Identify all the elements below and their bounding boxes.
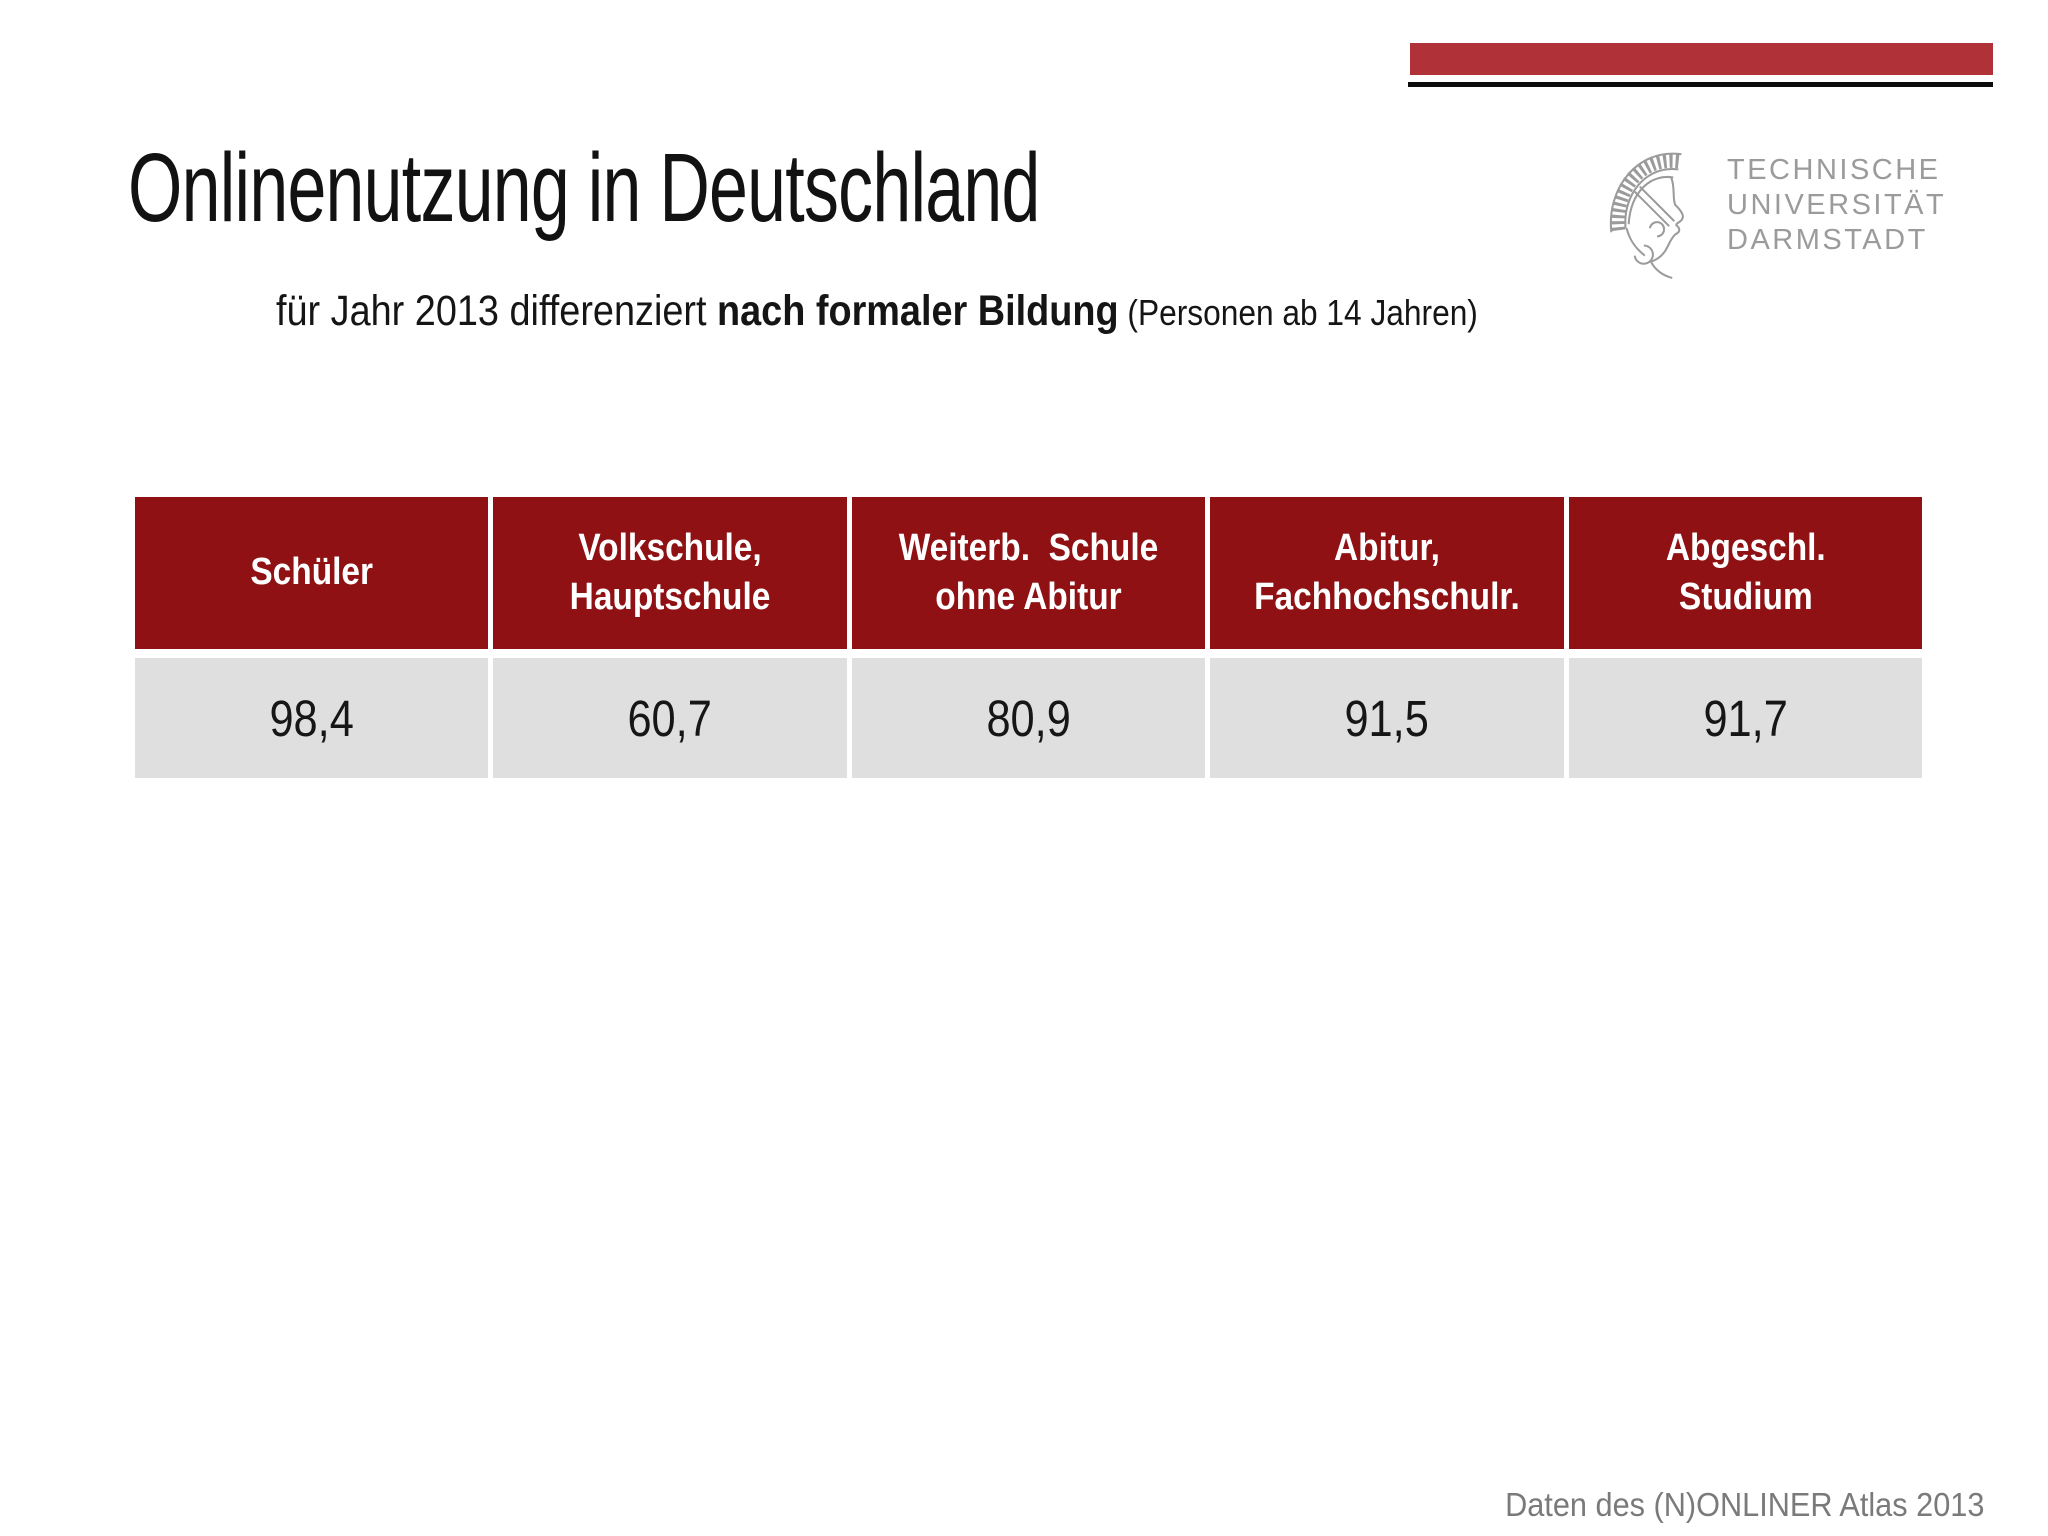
- table-header-studium: Abgeschl. Studium: [1568, 497, 1923, 649]
- table-header-label: Abitur, Fachhochschulr.: [1254, 526, 1520, 618]
- page-title: Onlinenutzung in Deutschland: [128, 133, 1040, 242]
- table-header-weiterbildende-schule: Weiterb. Schule ohne Abitur: [851, 497, 1206, 649]
- table-cell-value: 60,7: [627, 689, 713, 747]
- logo-institution-name: TECHNISCHE UNIVERSITÄT DARMSTADT: [1727, 154, 1947, 256]
- table-header-label: Schüler: [250, 551, 374, 594]
- tu-darmstadt-logo: TECHNISCHE UNIVERSITÄT DARMSTADT: [1603, 141, 1946, 283]
- table-cell-studium: 91,7: [1568, 658, 1923, 778]
- table-cell-value: 98,4: [269, 689, 354, 747]
- subtitle-note: (Personen ab 14 Jahren): [1118, 292, 1478, 333]
- subtitle-emphasis: nach formaler Bildung: [717, 287, 1119, 335]
- table-cell-schueler: 98,4: [135, 658, 489, 778]
- online-usage-table: Schüler Volkschule, Hauptschule Weiterb.…: [135, 497, 1923, 778]
- data-source-note: Daten des (N)ONLINER Atlas 2013: [1504, 1486, 1984, 1523]
- top-accent-line: [1408, 82, 1993, 87]
- table-header-label: Abgeschl. Studium: [1665, 526, 1826, 618]
- table-header-label: Weiterb. Schule ohne Abitur: [898, 526, 1159, 618]
- top-accent-bar: [1410, 43, 1993, 75]
- page-subtitle: für Jahr 2013 differenziert nach formale…: [276, 287, 1478, 336]
- athena-head-icon: [1609, 152, 1684, 279]
- table-cell-value: 80,9: [986, 689, 1071, 747]
- table-header-volkschule: Volkschule, Hauptschule: [493, 497, 847, 649]
- table-header-abitur: Abitur, Fachhochschulr.: [1210, 497, 1564, 649]
- table-header-label: Volkschule, Hauptschule: [569, 526, 771, 618]
- table-cell-value: 91,5: [1344, 689, 1430, 747]
- table-cell-volkschule: 60,7: [493, 658, 847, 778]
- table-header-schueler: Schüler: [135, 497, 489, 649]
- table-header-row: Schüler Volkschule, Hauptschule Weiterb.…: [135, 497, 1923, 649]
- table-value-row: 98,4 60,7 80,9 91,5 91,7: [135, 658, 1923, 778]
- table-cell-weiterbildende-schule: 80,9: [851, 658, 1206, 778]
- table-cell-value: 91,7: [1703, 689, 1788, 747]
- table-cell-abitur: 91,5: [1210, 658, 1564, 778]
- subtitle-prefix: für Jahr 2013 differenziert: [276, 287, 718, 335]
